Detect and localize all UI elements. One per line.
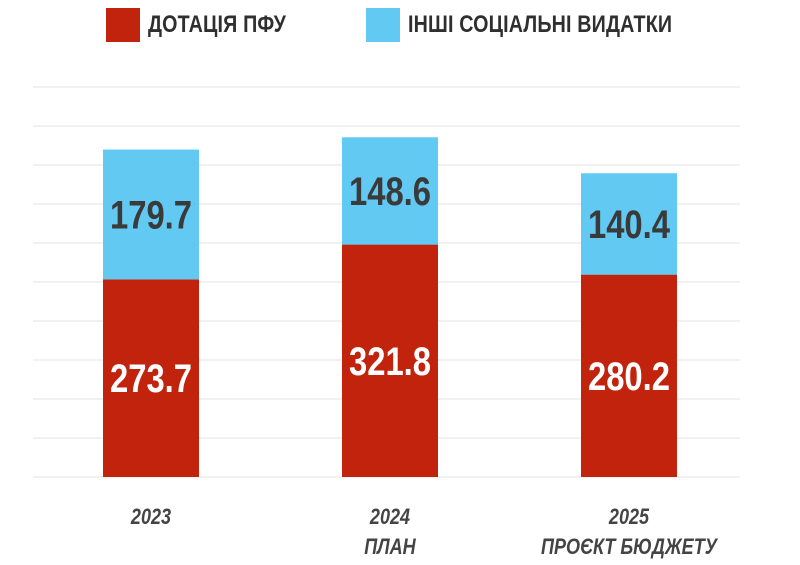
x-tick-label: 2025 <box>608 505 650 529</box>
bar-segment-social <box>103 149 199 280</box>
bar-segment-social <box>342 137 438 245</box>
legend-item-social: ІНШІ СОЦІАЛЬНІ ВИДАТКИ <box>366 8 730 42</box>
bar-segment-pfu <box>342 244 438 477</box>
chart-legend: ДОТАЦІЯ ПФУ ІНШІ СОЦІАЛЬНІ ВИДАТКИ <box>0 8 800 52</box>
legend-item-pfu: ДОТАЦІЯ ПФУ <box>106 8 316 42</box>
data-label: 179.7 <box>110 192 192 237</box>
legend-swatch-pfu <box>106 8 140 42</box>
x-tick-label: ПЛАН <box>364 535 416 559</box>
data-label: 280.2 <box>588 354 670 399</box>
legend-swatch-social <box>366 8 400 42</box>
bar-segment-social <box>581 173 677 275</box>
bar-segment-pfu <box>103 279 199 477</box>
data-label: 321.8 <box>349 339 431 384</box>
data-label: 148.6 <box>349 169 431 214</box>
x-tick-label: 2023 <box>130 505 171 529</box>
x-tick-label: 2024 <box>369 505 410 529</box>
data-label: 273.7 <box>110 356 192 401</box>
bar-segment-pfu <box>581 274 677 477</box>
x-tick-label: ПРОЄКТ БЮДЖЕТУ <box>541 535 718 559</box>
legend-label-pfu: ДОТАЦІЯ ПФУ <box>148 11 287 38</box>
legend-label-social: ІНШІ СОЦІАЛЬНІ ВИДАТКИ <box>408 11 673 38</box>
data-label: 140.4 <box>588 202 671 247</box>
